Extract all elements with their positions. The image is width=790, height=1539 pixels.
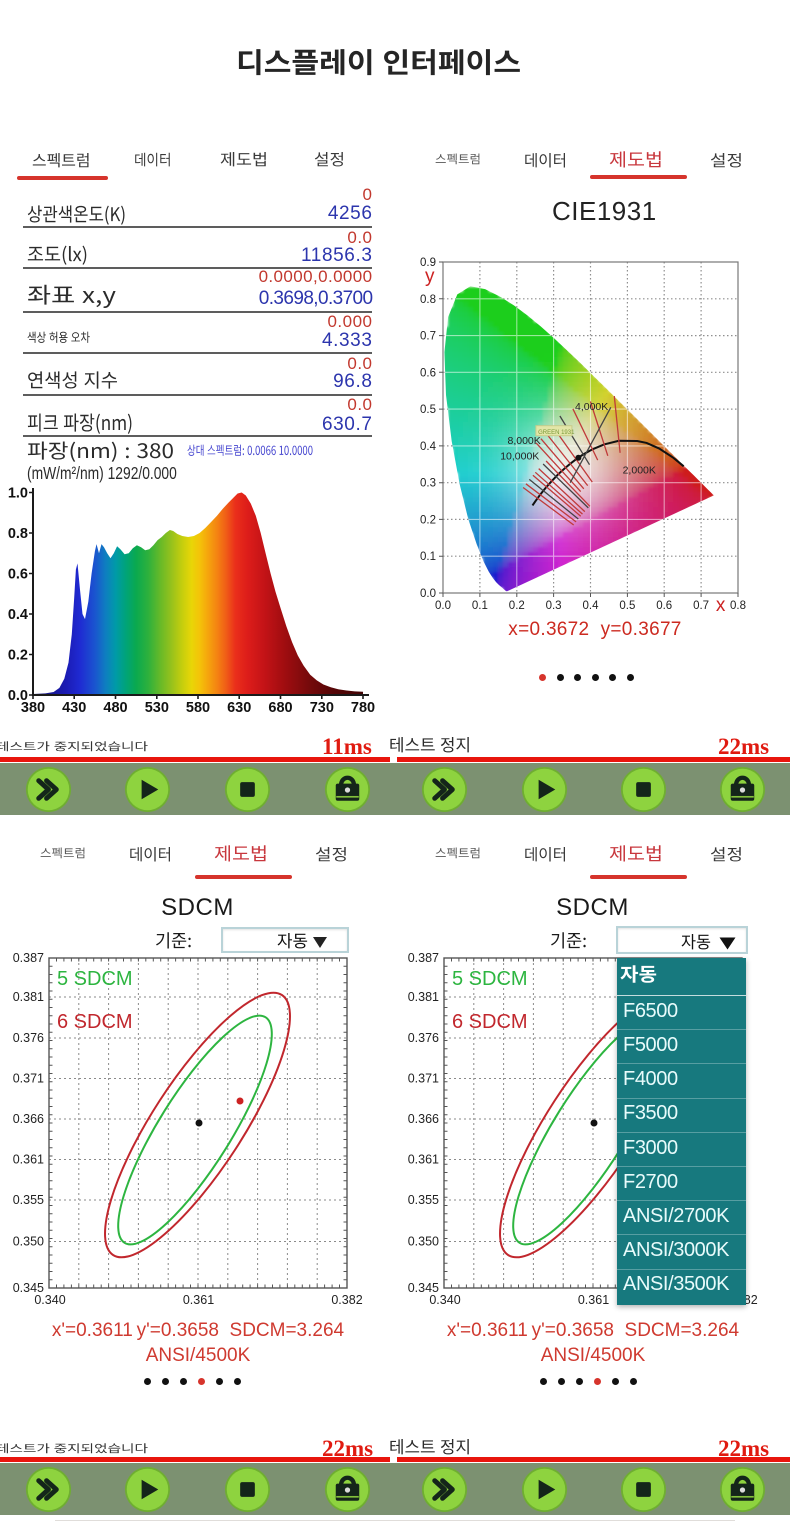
svg-text:0.2: 0.2 (8, 648, 28, 664)
svg-text:0.381: 0.381 (408, 990, 439, 1004)
svg-text:GREEN 1931: GREEN 1931 (538, 430, 575, 436)
svg-text:0.4: 0.4 (420, 441, 437, 453)
svg-text:0.3: 0.3 (546, 600, 562, 612)
svg-text:0.5: 0.5 (420, 404, 436, 416)
svg-text:0.361: 0.361 (408, 1153, 439, 1167)
svg-text:0.9: 0.9 (420, 257, 436, 269)
svg-text:0.371: 0.371 (13, 1072, 44, 1086)
svg-text:0.387: 0.387 (408, 951, 439, 965)
svg-text:0.7: 0.7 (420, 331, 436, 343)
svg-text:0.6: 0.6 (656, 600, 672, 612)
svg-text:580: 580 (186, 700, 210, 716)
svg-text:0.350: 0.350 (408, 1235, 439, 1249)
svg-text:0.381: 0.381 (13, 990, 44, 1004)
svg-text:0.8: 0.8 (8, 526, 28, 542)
svg-text:0.6: 0.6 (8, 567, 28, 583)
svg-text:1.0: 1.0 (8, 486, 28, 502)
svg-text:0.8: 0.8 (420, 294, 436, 306)
svg-text:0.387: 0.387 (13, 951, 44, 965)
svg-text:530: 530 (145, 700, 169, 716)
svg-text:0.355: 0.355 (408, 1193, 439, 1207)
svg-text:0.382: 0.382 (331, 1293, 362, 1307)
svg-text:5 SDCM: 5 SDCM (57, 968, 133, 990)
svg-text:430: 430 (62, 700, 86, 716)
svg-text:0.340: 0.340 (429, 1293, 460, 1307)
svg-text:4,000K: 4,000K (575, 401, 608, 413)
svg-text:x: x (716, 595, 726, 616)
svg-text:0.376: 0.376 (408, 1031, 439, 1045)
svg-text:0.0: 0.0 (8, 688, 28, 704)
svg-text:y: y (425, 266, 435, 287)
svg-text:0.361: 0.361 (183, 1293, 214, 1307)
svg-text:730: 730 (310, 700, 334, 716)
svg-text:0.8: 0.8 (730, 600, 746, 612)
svg-text:780: 780 (351, 700, 375, 716)
svg-text:6 SDCM: 6 SDCM (452, 1011, 528, 1033)
svg-text:0.2: 0.2 (420, 514, 436, 526)
svg-text:8,000K: 8,000K (508, 435, 541, 447)
svg-text:0.2: 0.2 (509, 600, 525, 612)
svg-text:2,000K: 2,000K (623, 465, 656, 477)
svg-text:0.355: 0.355 (13, 1193, 44, 1207)
svg-text:0.361: 0.361 (578, 1293, 609, 1307)
svg-text:680: 680 (268, 700, 292, 716)
svg-text:0.361: 0.361 (13, 1153, 44, 1167)
svg-text:0.4: 0.4 (8, 607, 28, 623)
svg-text:0.345: 0.345 (408, 1281, 439, 1295)
svg-text:480: 480 (103, 700, 127, 716)
svg-text:0.5: 0.5 (619, 600, 635, 612)
svg-text:0.345: 0.345 (13, 1281, 44, 1295)
svg-text:0.7: 0.7 (693, 600, 709, 612)
svg-text:0.3: 0.3 (420, 478, 436, 490)
svg-text:0.0: 0.0 (420, 588, 436, 600)
svg-text:0.1: 0.1 (472, 600, 488, 612)
svg-text:0.371: 0.371 (408, 1072, 439, 1086)
svg-text:0.366: 0.366 (408, 1112, 439, 1126)
svg-text:0.376: 0.376 (13, 1031, 44, 1045)
svg-text:0.1: 0.1 (420, 551, 436, 563)
svg-text:6 SDCM: 6 SDCM (57, 1011, 133, 1033)
svg-text:0.0: 0.0 (435, 600, 451, 612)
svg-text:0.4: 0.4 (583, 600, 600, 612)
svg-text:380: 380 (21, 700, 45, 716)
svg-text:0.350: 0.350 (13, 1235, 44, 1249)
svg-text:10,000K: 10,000K (500, 451, 539, 463)
svg-text:0.366: 0.366 (13, 1112, 44, 1126)
svg-text:0.6: 0.6 (420, 367, 436, 379)
svg-text:0.340: 0.340 (34, 1293, 65, 1307)
svg-text:5 SDCM: 5 SDCM (452, 968, 528, 990)
svg-text:630: 630 (227, 700, 251, 716)
